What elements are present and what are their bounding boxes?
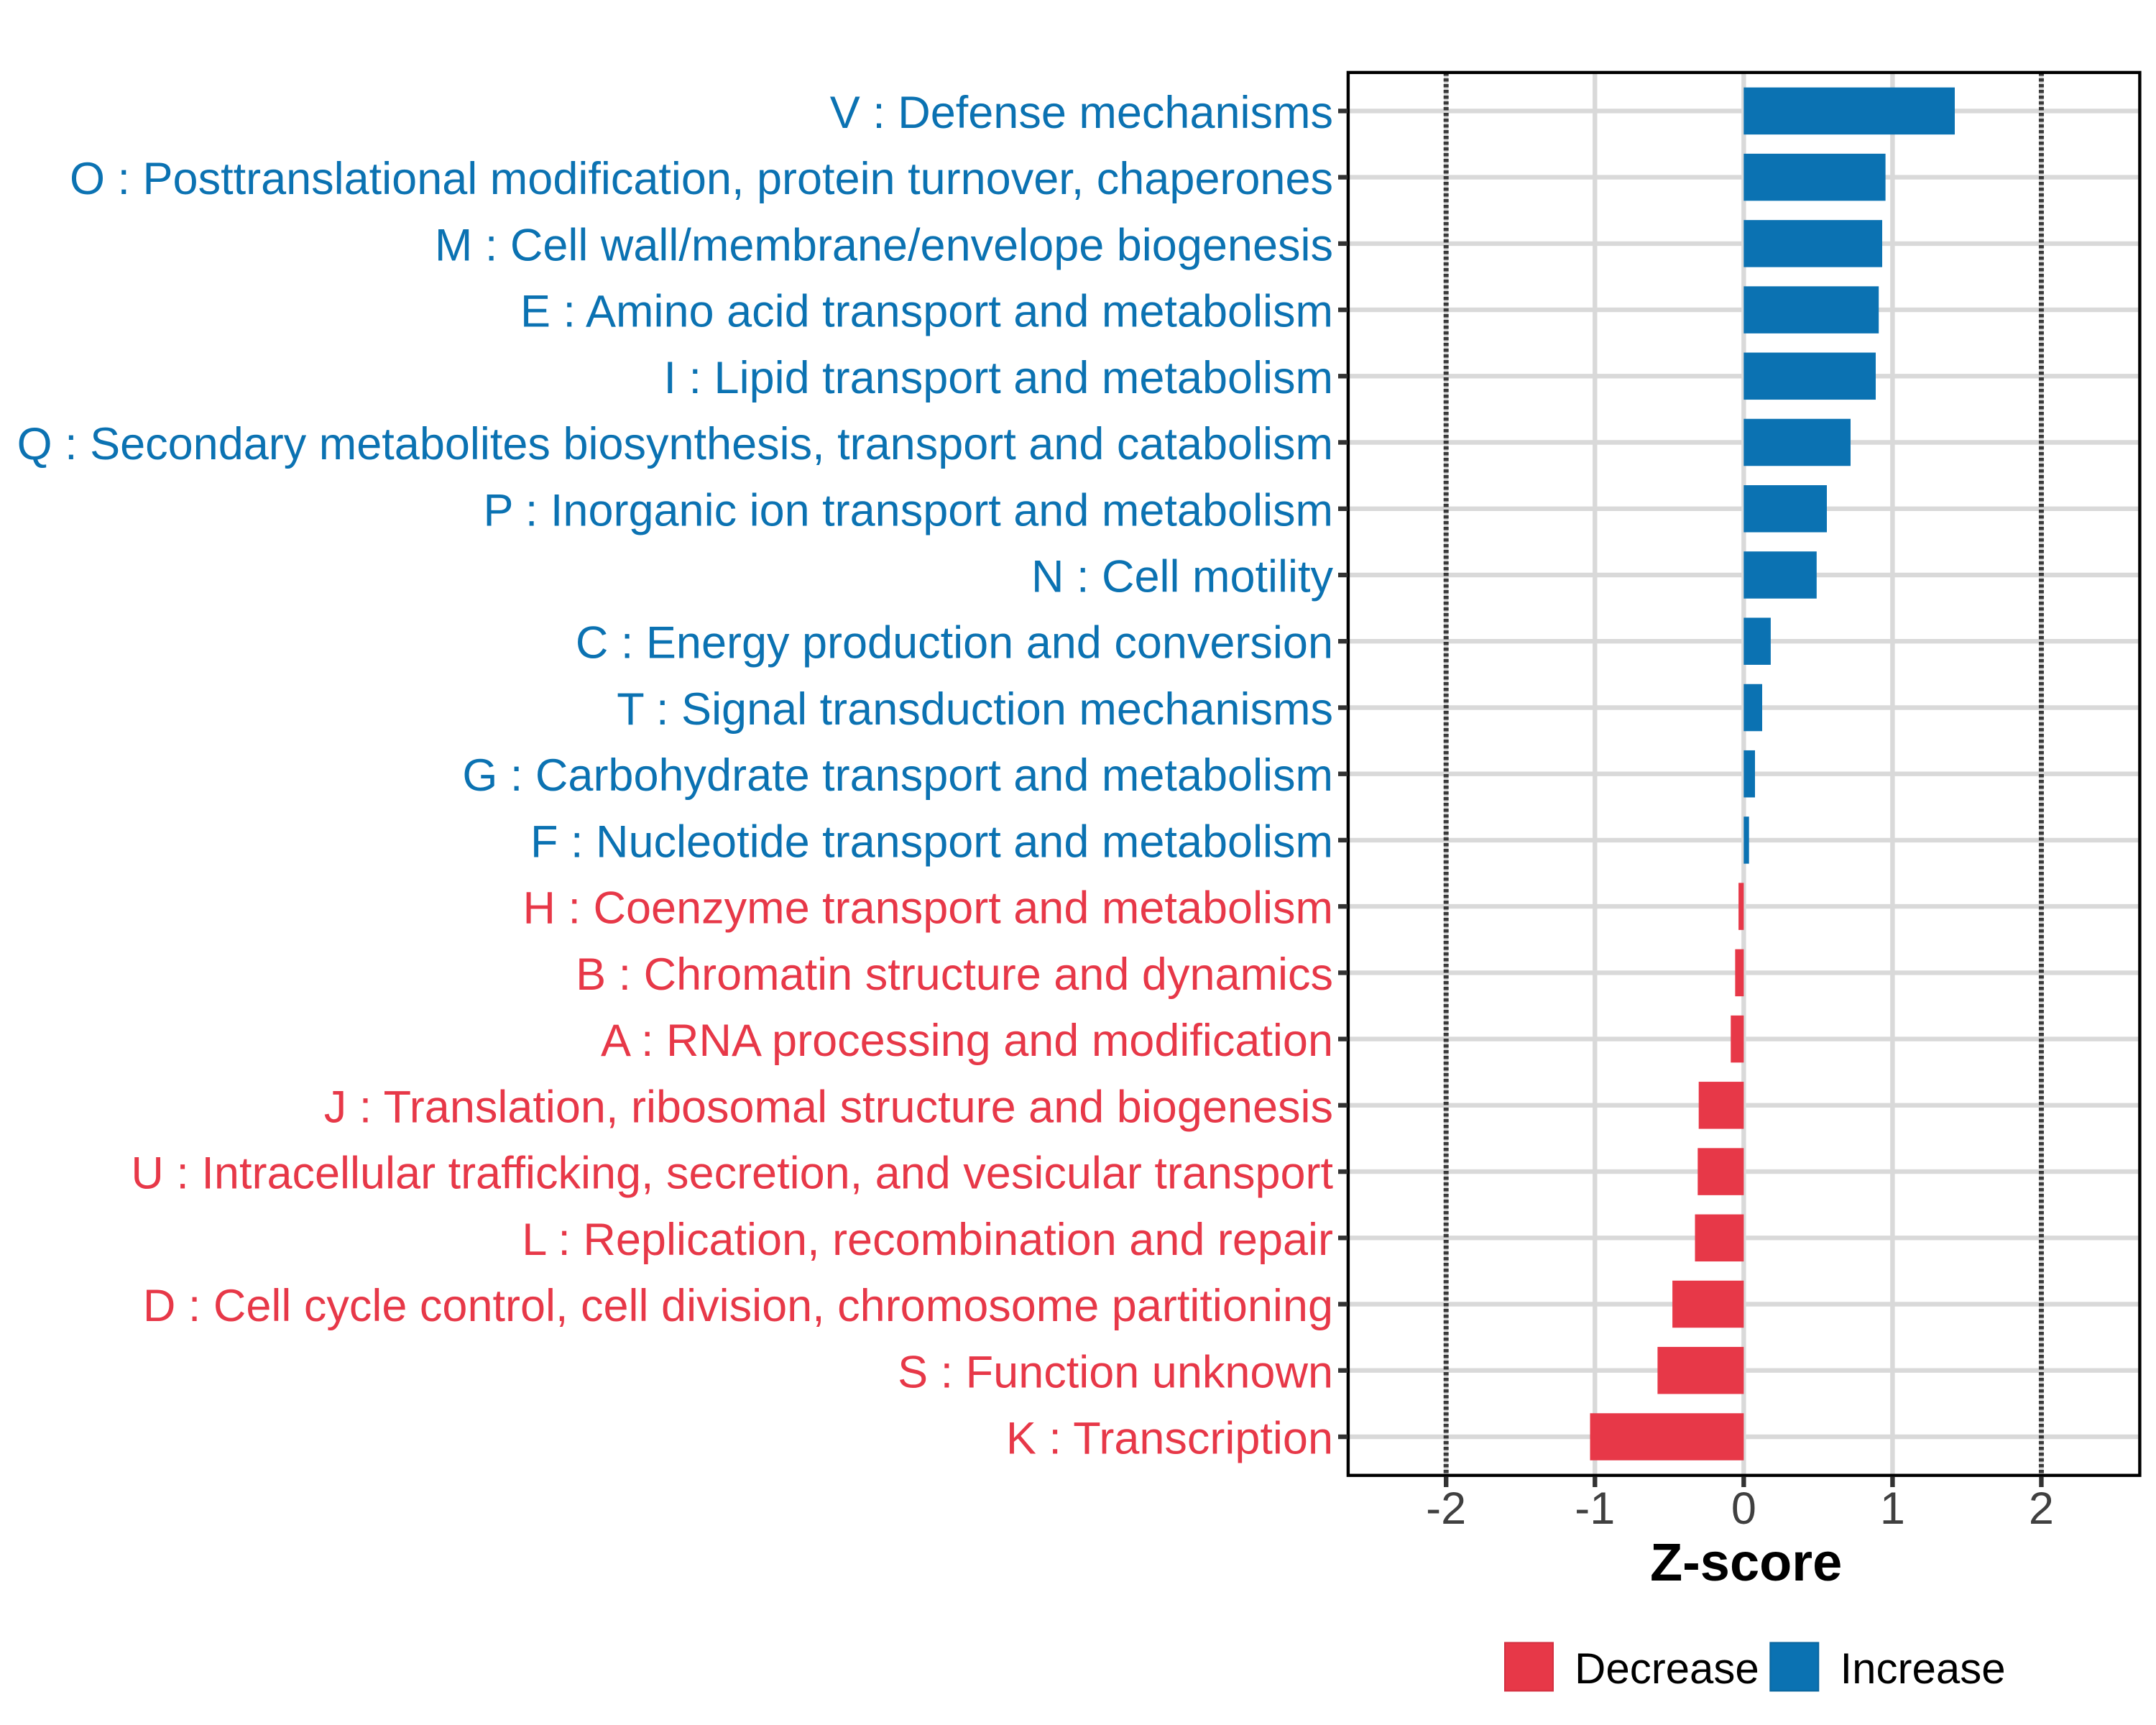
svg-text:S : Function unknown: S : Function unknown	[898, 1347, 1333, 1397]
svg-text:O : Posttranslational modifica: O : Posttranslational modification, prot…	[70, 154, 1333, 204]
svg-text:F : Nucleotide transport and m: F : Nucleotide transport and metabolism	[530, 816, 1333, 867]
svg-text:B : Chromatin structure and dy: B : Chromatin structure and dynamics	[576, 949, 1333, 1000]
svg-text:E : Amino acid transport and m: E : Amino acid transport and metabolism	[520, 287, 1333, 337]
svg-text:-1: -1	[1575, 1484, 1615, 1534]
svg-text:0: 0	[1731, 1484, 1756, 1534]
svg-text:L : Replication, recombination: L : Replication, recombination and repai…	[522, 1215, 1333, 1265]
svg-text:P : Inorganic ion transport an: P : Inorganic ion transport and metaboli…	[484, 485, 1333, 535]
svg-text:H : Coenzyme transport and met: H : Coenzyme transport and metabolism	[523, 883, 1333, 934]
svg-text:T : Signal transduction mechan: T : Signal transduction mechanisms	[617, 684, 1333, 735]
svg-text:M : Cell wall/membrane/envelop: M : Cell wall/membrane/envelope biogenes…	[435, 220, 1333, 270]
svg-text:V : Defense mechanisms: V : Defense mechanisms	[830, 88, 1333, 138]
svg-text:K : Transcription: K : Transcription	[1006, 1414, 1333, 1464]
svg-text:C : Energy production and conv: C : Energy production and conversion	[576, 618, 1333, 668]
svg-text:J : Translation, ribosomal str: J : Translation, ribosomal structure and…	[324, 1082, 1333, 1132]
svg-text:-2: -2	[1426, 1484, 1466, 1534]
svg-text:A : RNA processing and modific: A : RNA processing and modification	[601, 1016, 1333, 1066]
svg-text:Z-score: Z-score	[1650, 1532, 1842, 1592]
svg-text:N : Cell motility: N : Cell motility	[1031, 552, 1334, 602]
svg-text:U : Intracellular trafficking,: U : Intracellular trafficking, secretion…	[131, 1149, 1333, 1199]
svg-text:D : Cell cycle control, cell d: D : Cell cycle control, cell division, c…	[143, 1281, 1333, 1331]
svg-text:Increase: Increase	[1841, 1644, 2006, 1693]
svg-text:2: 2	[2029, 1484, 2054, 1534]
svg-text:Decrease: Decrease	[1575, 1644, 1759, 1693]
svg-text:I : Lipid transport and metabo: I : Lipid transport and metabolism	[664, 353, 1333, 403]
svg-text:Q : Secondary metabolites bios: Q : Secondary metabolites biosynthesis, …	[17, 419, 1333, 469]
svg-text:G : Carbohydrate transport and: G : Carbohydrate transport and metabolis…	[462, 750, 1333, 801]
svg-text:1: 1	[1880, 1484, 1905, 1534]
